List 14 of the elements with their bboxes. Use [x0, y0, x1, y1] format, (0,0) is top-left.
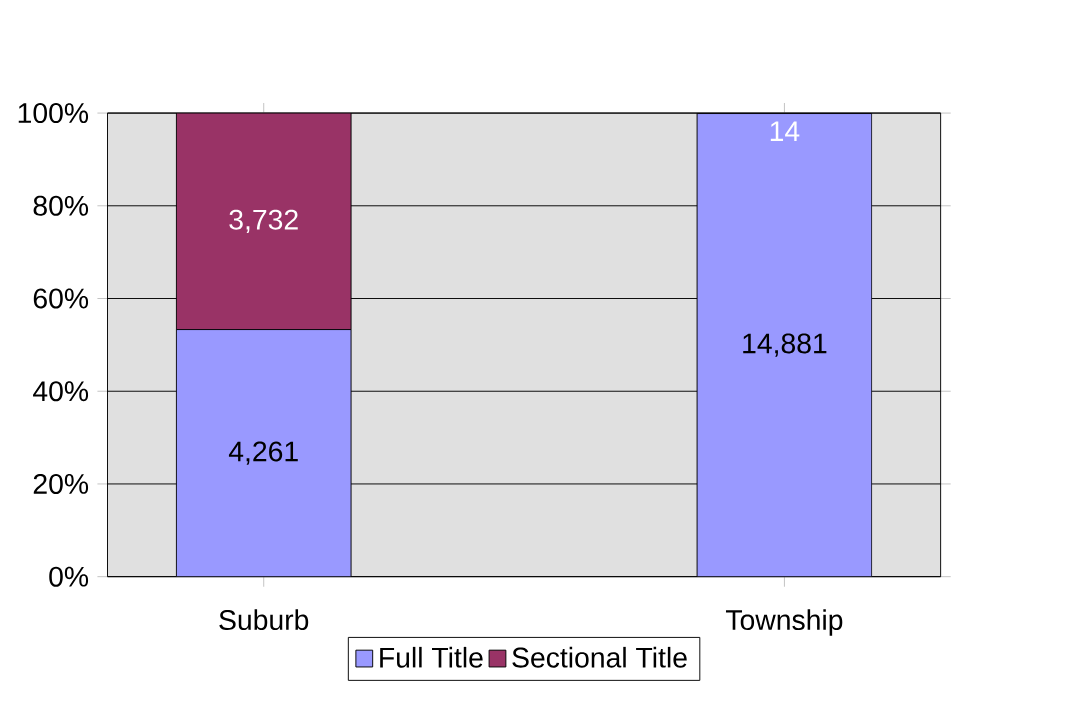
legend-label: Full Title: [380, 646, 483, 668]
y-tick-label: 20%: [33, 473, 89, 494]
x-tick-label: Township: [725, 609, 843, 636]
y-tick-label: 100%: [18, 103, 89, 124]
y-tick-label: 60%: [33, 288, 89, 309]
annotation: 3,732: [229, 209, 298, 234]
y-tick-label: 80%: [33, 195, 89, 216]
y-tick-label: 40%: [33, 381, 89, 402]
annotation: 14: [770, 121, 800, 141]
y-tick-label: 0%: [49, 566, 89, 587]
legend-label: Sectional Title: [512, 646, 687, 668]
x-tick-label: Suburb: [219, 609, 309, 631]
annotation: 4,261: [228, 441, 298, 465]
annotation: 14,881: [743, 333, 827, 357]
